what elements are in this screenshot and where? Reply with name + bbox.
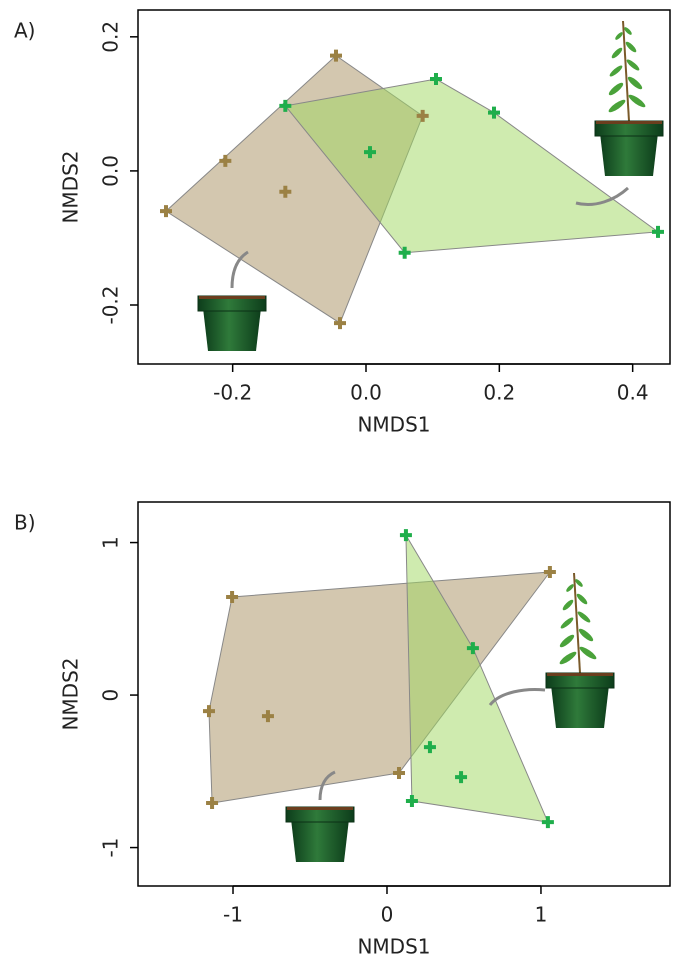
- x-tick-label: 0: [381, 903, 394, 927]
- point: [392, 766, 405, 779]
- point: [206, 797, 219, 810]
- x-tick-label: 0.2: [483, 381, 515, 405]
- y-axis-label: NMDS2: [59, 657, 83, 730]
- point: [488, 106, 500, 119]
- point: [416, 109, 429, 122]
- point: [543, 565, 556, 578]
- y-axis-label: NMDS2: [59, 150, 83, 223]
- point: [202, 705, 215, 718]
- y-tick-label: 0.0: [99, 155, 123, 187]
- pot-icon: [285, 806, 355, 863]
- point: [430, 73, 442, 86]
- point: [279, 99, 292, 112]
- x-tick-label: -1: [223, 903, 243, 927]
- point: [455, 771, 468, 784]
- point: [279, 185, 292, 198]
- y-tick-label: 1: [99, 536, 123, 549]
- point: [399, 529, 412, 542]
- panel-label: A): [14, 19, 35, 43]
- point: [541, 816, 554, 829]
- x-tick-label: 0.4: [617, 381, 649, 405]
- y-tick-label: 0.2: [99, 21, 123, 53]
- point: [334, 317, 346, 330]
- point: [652, 225, 664, 238]
- point: [219, 154, 232, 167]
- x-tick-label: 1: [535, 903, 548, 927]
- point: [405, 795, 418, 808]
- point: [330, 49, 342, 62]
- panel: B) -1 0 1 -1 0 1 NMDS1 NMDS2: [14, 501, 671, 959]
- panel: A) -0.2 0.0 0.2 0.4 -0.2 0.0 0.2 NMDS1 NMDS2: [14, 9, 671, 437]
- connector: [318, 770, 336, 801]
- pot-icon: [594, 120, 664, 177]
- x-tick-label: 0.0: [350, 381, 382, 405]
- plots: A) -0.2 0.0 0.2 0.4 -0.2 0.0 0.2 NMDS1 NMDS2 B) -1 0…: [14, 9, 671, 959]
- point: [398, 246, 411, 259]
- hull: [284, 78, 660, 254]
- point: [364, 146, 376, 159]
- x-tick-label: -0.2: [213, 381, 252, 405]
- point: [466, 642, 479, 655]
- point: [261, 710, 274, 723]
- x-axis-label: NMDS1: [357, 413, 430, 437]
- connector: [488, 688, 546, 707]
- y-tick-label: -1: [99, 838, 123, 858]
- point: [226, 591, 239, 604]
- y-tick-label: 0: [99, 689, 123, 702]
- pot-icon: [545, 672, 615, 729]
- pot-icon: [197, 295, 267, 352]
- plant-icon: [606, 20, 648, 122]
- point: [423, 741, 436, 754]
- point: [160, 205, 172, 218]
- connector: [575, 186, 630, 206]
- icons: [197, 20, 664, 863]
- panel-label: B): [14, 511, 36, 535]
- plant-icon: [557, 572, 599, 674]
- y-tick-label: -0.2: [99, 285, 123, 324]
- connector: [230, 250, 249, 289]
- x-axis-label: NMDS1: [357, 935, 430, 959]
